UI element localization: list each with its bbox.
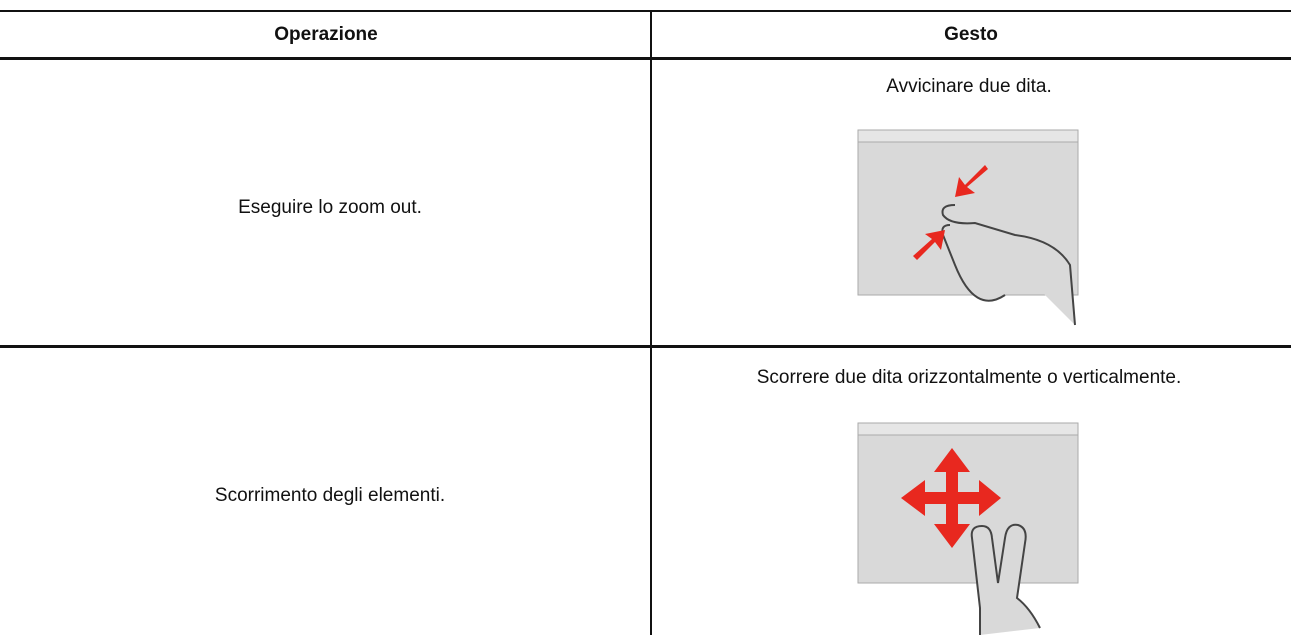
operation-cell: Eseguire lo zoom out. <box>238 197 422 218</box>
header-border <box>0 57 1291 60</box>
header-cell: Gesto <box>944 24 998 45</box>
gesture-text: Avvicinare due dita. <box>886 76 1052 97</box>
top-border <box>0 10 1291 12</box>
scroll-gesture-illustration <box>857 422 1079 635</box>
header-cell: Operazione <box>274 24 378 45</box>
operation-cell: Scorrimento degli elementi. <box>214 485 446 506</box>
zoom-gesture-illustration <box>857 129 1079 326</box>
gesture-text: Scorrere due dita orizzontalmente o vert… <box>756 367 1182 388</box>
column-divider <box>650 10 652 635</box>
row-border <box>0 345 1291 348</box>
